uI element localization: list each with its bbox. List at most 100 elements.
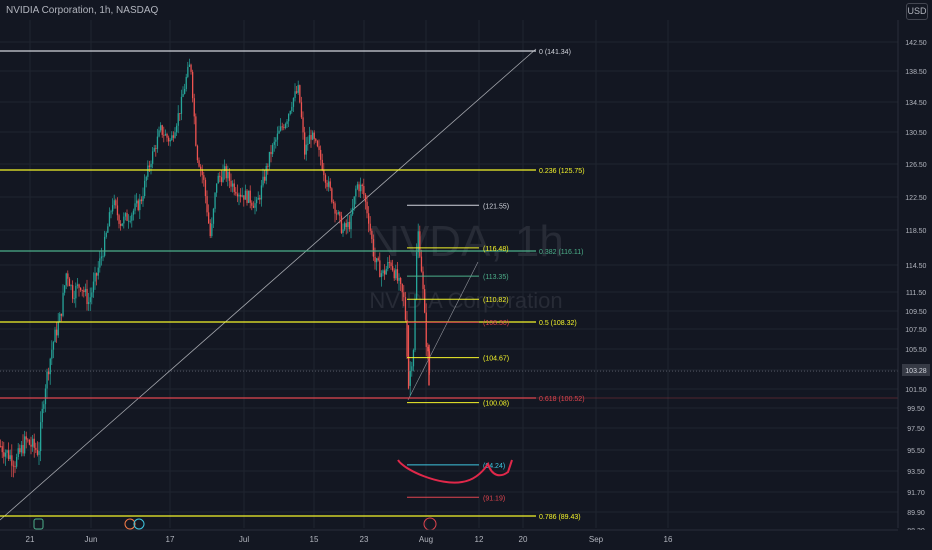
- candle-body: [118, 215, 120, 224]
- candle-body: [364, 194, 367, 202]
- candle-body: [344, 223, 346, 230]
- candle-body: [112, 205, 114, 212]
- candle-body: [272, 144, 274, 155]
- candle-body: [225, 166, 227, 179]
- candle-body: [321, 159, 323, 170]
- candle-body: [216, 183, 218, 193]
- price-axis[interactable]: 142.50 138.50 134.50 130.50 126.50 122.50 118.…: [897, 0, 932, 550]
- watermark-name: NVIDIA Corporation: [369, 288, 562, 313]
- candle-body: [192, 71, 194, 99]
- candle-body: [166, 134, 168, 138]
- candle-body: [3, 452, 5, 457]
- candle-body: [363, 186, 365, 195]
- candle-body: [16, 457, 18, 467]
- candle-body: [406, 319, 408, 357]
- price-tick-label: 114.50: [906, 263, 927, 270]
- candle-body: [52, 342, 55, 350]
- fib-level-label: 0.236 (125.75): [539, 168, 585, 175]
- candle-body: [236, 193, 239, 197]
- candle-body: [313, 132, 315, 139]
- candle-body: [204, 179, 207, 197]
- inner-level-label: (116.48): [483, 246, 509, 253]
- candle-body: [360, 184, 362, 192]
- candle-body: [0, 446, 2, 447]
- time-tick-label: 16: [664, 535, 673, 544]
- candle-body: [104, 236, 106, 256]
- price-tick-label: 95.50: [907, 448, 925, 455]
- candle-body: [398, 277, 400, 281]
- candle-body: [244, 190, 247, 200]
- candle-body: [238, 194, 240, 197]
- time-axis[interactable]: 21 Jun 17 Jul 15 23 Aug 12 20 Sep 16: [0, 529, 932, 550]
- candle-body: [211, 223, 213, 237]
- candle-body: [46, 371, 48, 389]
- time-tick-label: 20: [519, 535, 528, 544]
- candle-body: [411, 366, 413, 371]
- candle-body: [380, 273, 383, 278]
- candle-body: [318, 146, 320, 150]
- candle-body: [91, 292, 93, 298]
- candle-body: [284, 123, 287, 129]
- candle-body: [312, 132, 314, 140]
- candle-body: [276, 133, 279, 140]
- candle-body: [107, 226, 109, 233]
- candle-body: [54, 329, 56, 343]
- price-tick-label: 134.50: [905, 100, 927, 107]
- price-tick-label: 118.50: [906, 228, 927, 235]
- candle-body: [332, 201, 335, 204]
- inner-level-label: (100.08): [483, 401, 509, 408]
- candle-body: [264, 176, 266, 181]
- candle-body: [86, 288, 88, 305]
- candle-body: [294, 91, 296, 98]
- candle-body: [286, 121, 288, 124]
- candle-body: [174, 132, 176, 138]
- candle-body: [184, 88, 186, 94]
- candle-body: [142, 196, 144, 202]
- candle-body: [57, 321, 59, 336]
- candle-body: [288, 114, 290, 122]
- candle-body: [124, 213, 127, 217]
- price-tick-label: 126.50: [905, 162, 927, 169]
- candle-body: [412, 350, 415, 367]
- price-tick-label: 107.50: [905, 327, 927, 334]
- price-tick-label: 105.50: [905, 347, 927, 354]
- candle-body: [342, 229, 344, 233]
- candle-body: [200, 166, 202, 170]
- currency-button[interactable]: USD: [906, 3, 928, 20]
- inner-level-label: (113.35): [483, 274, 509, 281]
- candle-body: [209, 223, 211, 237]
- candle-body: [88, 302, 90, 305]
- candle-body: [148, 165, 151, 168]
- candle-body: [388, 262, 391, 263]
- candle-body: [44, 388, 47, 405]
- fib-level-label: 0.618 (100.52): [539, 396, 585, 403]
- candle-body: [32, 438, 34, 447]
- candle-body: [24, 436, 26, 454]
- candle-body: [144, 180, 146, 197]
- candle-body: [379, 260, 381, 278]
- candle-body: [152, 151, 154, 164]
- candle-body: [350, 214, 352, 230]
- candle-body: [30, 444, 32, 447]
- candle-body: [123, 216, 125, 224]
- candle-body: [305, 144, 307, 155]
- candle-body: [262, 176, 264, 186]
- inner-levels: (121.55) (116.48) (113.35) (110.82) (108.30)…: [407, 203, 509, 502]
- candle-body: [147, 165, 149, 177]
- current-price-label: 103.28: [905, 368, 927, 375]
- candle-body: [252, 205, 255, 208]
- candle-body: [280, 126, 282, 131]
- candle-body: [156, 136, 159, 149]
- candle-body: [256, 199, 258, 204]
- candle-body: [323, 169, 325, 176]
- candle-body: [356, 184, 359, 189]
- candle-body: [48, 371, 50, 375]
- candle-body: [347, 221, 349, 228]
- candle-body: [248, 190, 250, 203]
- candle-body: [355, 188, 357, 197]
- candle-body: [249, 190, 251, 203]
- diagonal-lines: [0, 48, 537, 521]
- candle-body: [172, 135, 175, 138]
- candle-body: [97, 267, 99, 276]
